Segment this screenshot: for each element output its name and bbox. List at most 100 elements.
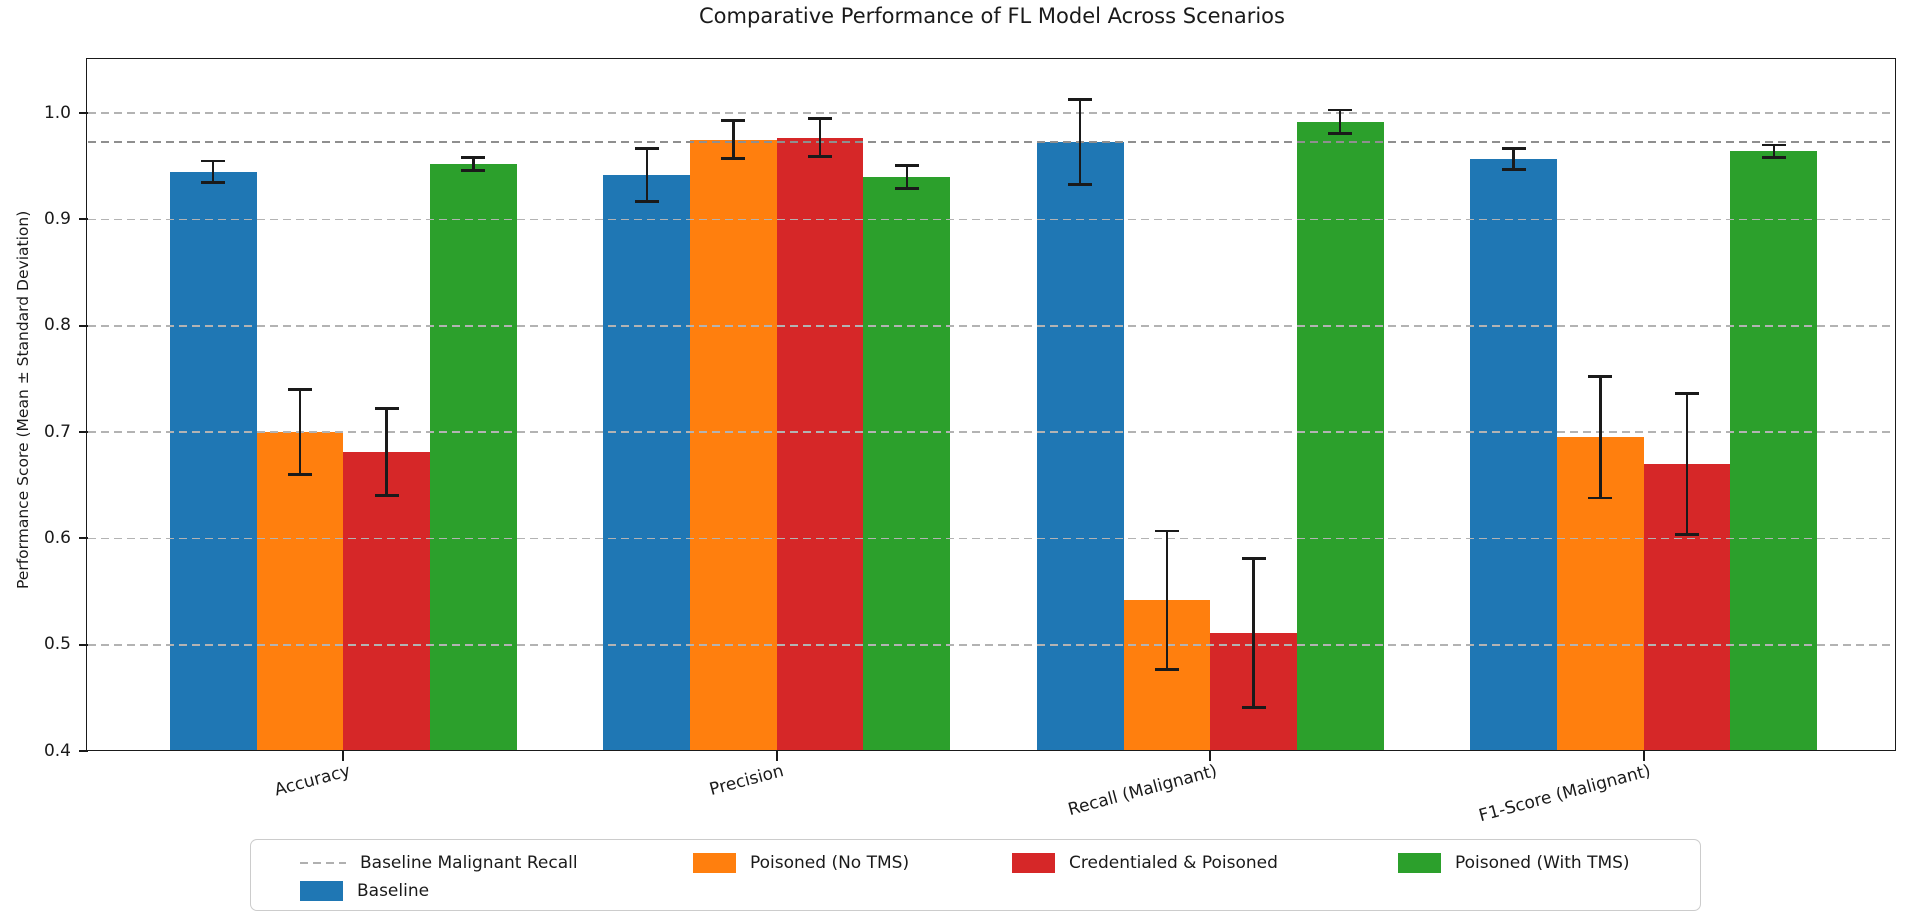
x-tick-label: F1-Score (Malignant) bbox=[1476, 761, 1653, 827]
error-bar-line bbox=[472, 157, 475, 171]
error-bar-cap-bottom bbox=[374, 494, 399, 498]
error-bar-cap-top bbox=[721, 119, 746, 122]
y-tick-mark bbox=[79, 324, 88, 327]
bar-poisoned-with-tms-recall-malignant bbox=[1296, 121, 1384, 751]
error-bar-line bbox=[732, 120, 735, 159]
error-bar-cap-top bbox=[1675, 392, 1700, 396]
legend-item-credentialed-poisoned: Credentialed & Poisoned bbox=[1012, 850, 1278, 876]
error-bar-line bbox=[1772, 145, 1775, 158]
legend: Baseline Malignant Recall Baseline Poisone… bbox=[250, 839, 1701, 911]
error-bar-line bbox=[1599, 376, 1602, 498]
legend-label: Baseline bbox=[357, 881, 430, 901]
error-bar-cap-top bbox=[1154, 529, 1179, 533]
error-bar-line bbox=[1252, 558, 1255, 708]
error-bar-line bbox=[385, 408, 388, 496]
gridline bbox=[88, 324, 1896, 327]
y-tick-label: 0.8 bbox=[43, 315, 71, 336]
error-bar-line bbox=[905, 165, 908, 189]
error-bar-cap-bottom bbox=[1761, 156, 1786, 160]
legend-item-poisoned-no-tms: Poisoned (No TMS) bbox=[693, 850, 909, 876]
y-tick-mark bbox=[79, 750, 88, 752]
error-bar-cap-bottom bbox=[1501, 168, 1526, 171]
x-tick-mark bbox=[1209, 751, 1212, 761]
baseline-recall-refline bbox=[88, 140, 1896, 143]
error-bar-cap-bottom bbox=[721, 157, 746, 161]
error-bar-cap-bottom bbox=[1154, 667, 1179, 671]
error-bar-cap-bottom bbox=[894, 187, 919, 191]
x-tick-mark bbox=[775, 751, 778, 761]
bar-credentialed-poisoned-precision bbox=[776, 137, 864, 751]
error-bar-cap-top bbox=[1761, 143, 1786, 147]
error-bar-line bbox=[818, 118, 822, 157]
x-tick-mark bbox=[342, 751, 345, 761]
x-tick-label: Recall (Malignant) bbox=[1065, 761, 1220, 821]
error-bar-cap-bottom bbox=[634, 199, 659, 203]
y-tick-label: 0.5 bbox=[43, 634, 71, 655]
error-bar-cap-top bbox=[287, 388, 312, 391]
x-tick-mark bbox=[1642, 751, 1645, 761]
legend-swatch-icon bbox=[1012, 853, 1055, 873]
error-bar-cap-bottom bbox=[1241, 706, 1266, 709]
error-bar-cap-top bbox=[374, 407, 399, 411]
y-tick-label: 0.9 bbox=[43, 208, 71, 229]
plot-area bbox=[88, 60, 1896, 751]
error-bar-line bbox=[1339, 109, 1342, 134]
error-bar-line bbox=[1685, 393, 1689, 535]
bar-poisoned-no-tms-precision bbox=[690, 139, 777, 751]
legend-label: Credentialed & Poisoned bbox=[1069, 853, 1278, 873]
error-bar-line bbox=[645, 148, 648, 202]
error-bar-cap-top bbox=[1588, 375, 1613, 379]
y-tick-label: 1.0 bbox=[43, 102, 71, 123]
legend-swatch-icon bbox=[300, 881, 343, 901]
legend-label: Poisoned (With TMS) bbox=[1455, 853, 1630, 873]
error-bar-line bbox=[212, 160, 215, 183]
chart-title: Comparative Performance of FL Model Acro… bbox=[699, 4, 1285, 28]
error-bar-cap-bottom bbox=[287, 473, 312, 476]
error-bar-cap-top bbox=[1501, 146, 1526, 150]
gridline bbox=[88, 112, 1896, 114]
error-bar-cap-bottom bbox=[808, 155, 833, 159]
error-bar-cap-top bbox=[1241, 557, 1266, 560]
y-tick-label: 0.6 bbox=[43, 527, 71, 548]
x-tick-label: Accuracy bbox=[272, 761, 353, 801]
gridline bbox=[88, 218, 1896, 221]
gridline bbox=[88, 431, 1896, 433]
y-tick-mark bbox=[79, 643, 88, 646]
error-bar-line bbox=[1512, 148, 1515, 170]
error-bar-cap-top bbox=[201, 159, 226, 163]
error-bar-line bbox=[1165, 530, 1169, 670]
bar-baseline-precision bbox=[603, 174, 691, 751]
error-bar-cap-top bbox=[894, 163, 919, 167]
error-bar-cap-bottom bbox=[1588, 496, 1613, 500]
y-tick-mark bbox=[79, 218, 88, 221]
legend-swatch-icon bbox=[1398, 853, 1441, 873]
y-tick-label: 0.4 bbox=[43, 740, 71, 761]
error-bar-cap-bottom bbox=[1068, 182, 1093, 186]
x-tick-label: Precision bbox=[707, 761, 786, 800]
bar-credentialed-poisoned-accuracy bbox=[343, 452, 430, 751]
bar-poisoned-no-tms-accuracy bbox=[256, 432, 344, 751]
legend-item-baseline-malignant-recall: Baseline Malignant Recall bbox=[300, 850, 578, 876]
error-bar-line bbox=[298, 389, 302, 475]
legend-label: Poisoned (No TMS) bbox=[750, 853, 910, 873]
y-tick-mark bbox=[79, 112, 88, 115]
bar-baseline-f1-score-malignant bbox=[1470, 158, 1558, 751]
y-tick-mark bbox=[79, 431, 88, 434]
legend-swatch-icon bbox=[693, 853, 736, 873]
legend-item-baseline: Baseline bbox=[300, 878, 429, 904]
error-bar-cap-bottom bbox=[1675, 532, 1700, 536]
legend-item-poisoned-with-tms: Poisoned (With TMS) bbox=[1398, 850, 1630, 876]
error-bar-cap-top bbox=[808, 117, 833, 120]
legend-dashed-line-icon bbox=[300, 861, 346, 865]
error-bar-cap-top bbox=[634, 146, 659, 150]
y-tick-label: 0.7 bbox=[43, 421, 71, 442]
gridline bbox=[88, 537, 1896, 540]
legend-label: Baseline Malignant Recall bbox=[360, 853, 578, 873]
bar-baseline-recall-malignant bbox=[1036, 141, 1124, 751]
error-bar-cap-top bbox=[1068, 97, 1093, 101]
bar-poisoned-with-tms-f1-score-malignant bbox=[1730, 151, 1818, 751]
error-bar-cap-top bbox=[1328, 108, 1353, 112]
y-tick-mark bbox=[79, 537, 88, 540]
error-bar-cap-bottom bbox=[461, 169, 486, 172]
